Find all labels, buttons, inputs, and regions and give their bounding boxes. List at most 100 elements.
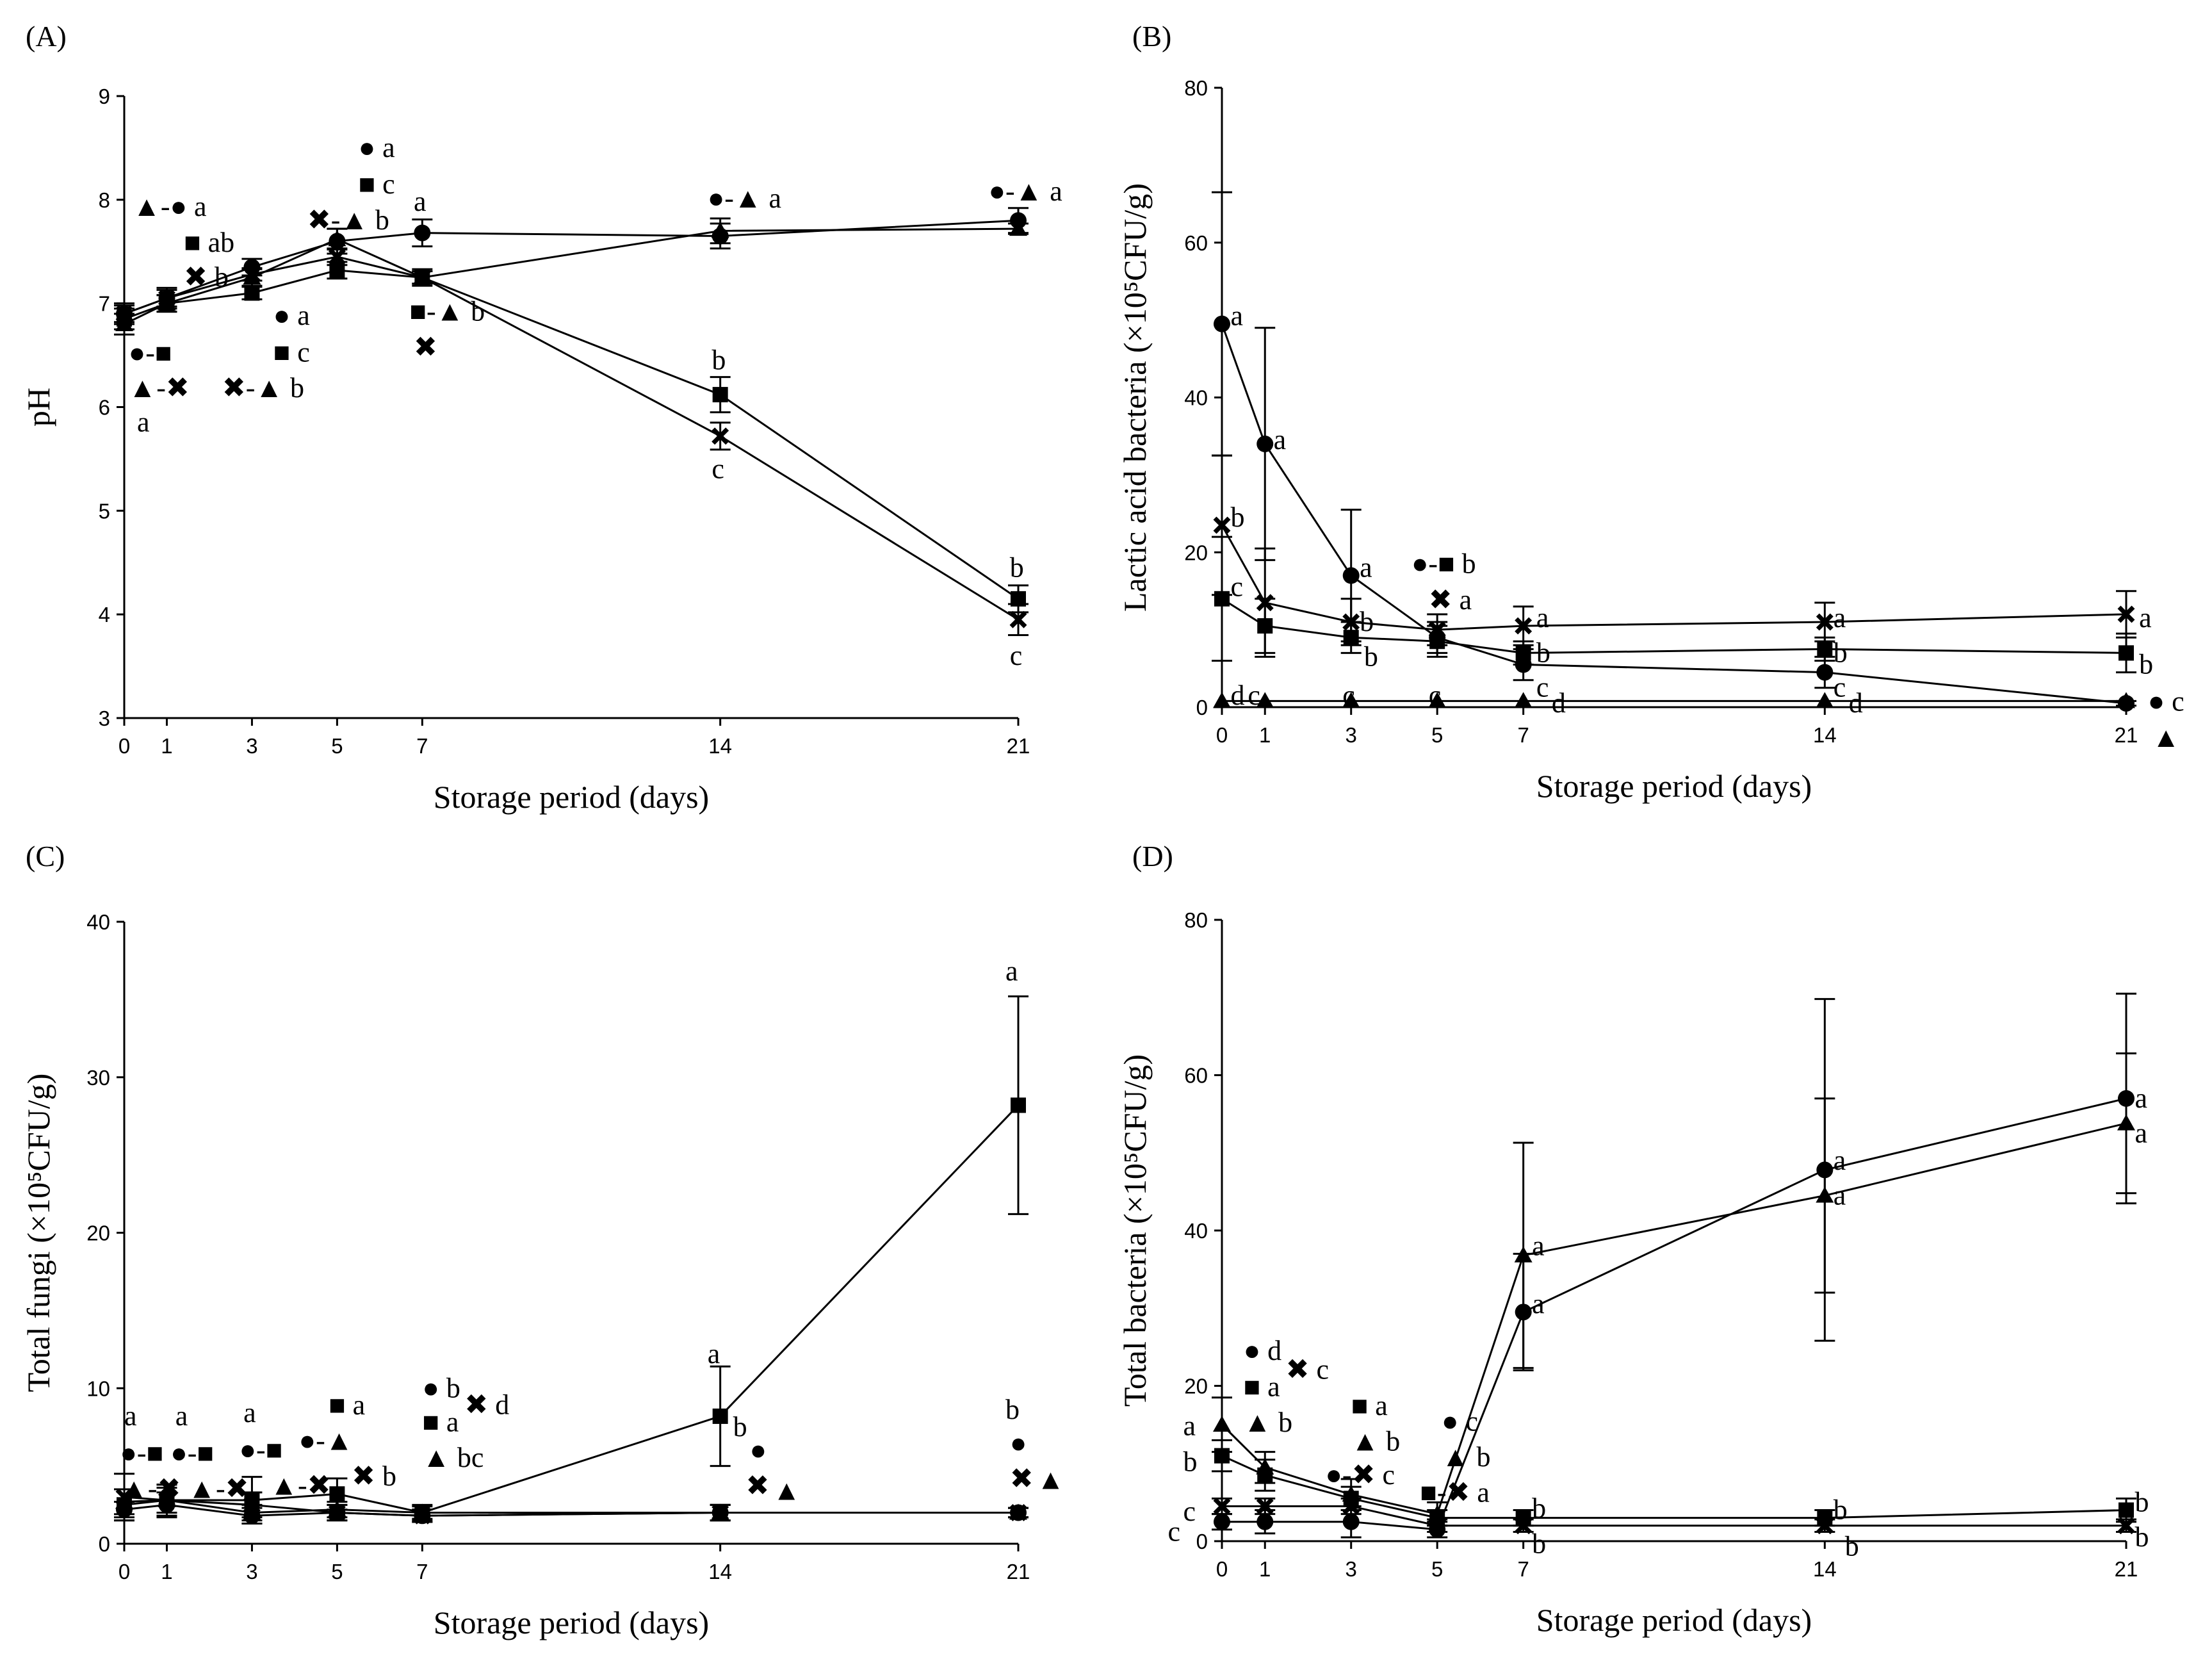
- significance-label: ■-▲ b: [409, 296, 485, 327]
- significance-label: b: [1010, 552, 1024, 583]
- significance-label: b: [1532, 1528, 1546, 1560]
- significance-label: ■ a: [1351, 1390, 1388, 1421]
- x-tick-label: 7: [1517, 723, 1529, 747]
- significance-label: a: [1183, 1410, 1196, 1442]
- y-axis-title: Lactic acid bacteria (×10⁵CFU/g): [1117, 183, 1153, 612]
- series-circle: [1212, 992, 2136, 1539]
- significance-label: b: [1536, 637, 1550, 668]
- x-tick-label: 3: [246, 734, 257, 758]
- x-tick-label: 14: [1813, 1557, 1837, 1581]
- data-point-triangle: [1816, 1186, 1834, 1203]
- y-tick-label: 0: [1196, 1530, 1208, 1553]
- significance-label: b: [2139, 649, 2153, 680]
- x-tick-label: 1: [161, 734, 172, 758]
- data-point-circle: [1214, 315, 1230, 332]
- y-tick-label: 7: [99, 292, 110, 316]
- y-axis-title: Total bacteria (×10⁵CFU/g): [1117, 1054, 1153, 1407]
- x-tick-label: 14: [708, 734, 732, 758]
- significance-label: ● a: [273, 300, 310, 331]
- significance-label: a: [1360, 552, 1372, 583]
- x-tick-label: 1: [1259, 1557, 1271, 1581]
- significance-label: d: [1849, 687, 1863, 719]
- data-point-cross: [1428, 621, 1446, 639]
- significance-label: ■ c: [273, 336, 310, 368]
- significance-label: ▲-✖ ▲-✖: [120, 1473, 248, 1504]
- data-point-square: [329, 1486, 345, 1502]
- x-tick-label: 7: [416, 734, 428, 758]
- x-tick-label: 0: [118, 1560, 130, 1583]
- significance-label: ▲-✖: [129, 372, 190, 404]
- significance-label: b: [1183, 1446, 1197, 1477]
- data-point-cross: [1816, 1517, 1834, 1535]
- x-tick-label: 0: [118, 734, 130, 758]
- significance-label: ●: [1010, 1427, 1027, 1459]
- x-tick-label: 5: [331, 734, 343, 758]
- series-triangle: [1212, 1052, 2136, 1527]
- data-point-circle: [414, 224, 431, 241]
- data-point-triangle: [711, 222, 729, 238]
- series-line: [124, 269, 1019, 600]
- significance-label: a: [1274, 424, 1287, 455]
- x-tick-label: 14: [1813, 723, 1837, 747]
- significance-label: a: [2135, 1083, 2147, 1114]
- y-tick-label: 80: [1184, 76, 1208, 100]
- data-point-cross: [1342, 613, 1360, 631]
- x-tick-label: 7: [416, 1560, 428, 1583]
- significance-label: ▲: [2152, 722, 2180, 753]
- y-tick-label: 0: [1196, 696, 1208, 719]
- data-point-cross: [1213, 1497, 1231, 1515]
- data-point-cross: [158, 290, 175, 307]
- significance-label: a: [2135, 1117, 2147, 1149]
- significance-label: ▲ b: [1244, 1407, 1293, 1438]
- panel-c: (C) 0 10 20 30 40 0 1 3 5 7 14 21 Storage period (day…: [20, 840, 1064, 1640]
- significance-label: c: [1010, 640, 1023, 671]
- significance-label: ▲: [1037, 1464, 1065, 1495]
- significance-label: a: [1005, 956, 1018, 987]
- y-tick-label: 10: [86, 1377, 110, 1400]
- data-point-cross: [1256, 1497, 1274, 1515]
- series-cross: [1212, 454, 2136, 658]
- significance-label: ▲: [773, 1475, 801, 1506]
- significance-label: c: [1429, 680, 1442, 711]
- significance-label: b: [1360, 606, 1374, 637]
- data-point-triangle: [1256, 692, 1274, 708]
- data-point-triangle: [1256, 1458, 1274, 1475]
- significance-label: ● c: [1442, 1405, 1478, 1437]
- significance-label: b: [2135, 1521, 2149, 1553]
- data-point-circle: [1816, 664, 1834, 681]
- significance-label: a: [124, 1400, 137, 1432]
- data-point-cross: [2117, 605, 2135, 623]
- significance-label: ●-■: [129, 337, 172, 368]
- data-point-circle: [1342, 1513, 1360, 1530]
- data-point-triangle: [2117, 1114, 2135, 1131]
- x-tick-label: 21: [2115, 723, 2138, 747]
- significance-label: a: [708, 1338, 720, 1370]
- x-axis-title: Storage period (days): [434, 779, 709, 815]
- data-point-triangle: [328, 230, 346, 247]
- x-tick-label: 3: [1346, 1557, 1357, 1581]
- significance-label: c: [712, 454, 724, 485]
- significance-label: ■ a: [1244, 1371, 1280, 1403]
- panel-d: (D) 0 20 40 60 80 0 1 3 5 7 14 21 Storage period (day…: [1117, 840, 2149, 1638]
- x-tick-label: 5: [1431, 723, 1443, 747]
- significance-label: c: [1183, 1496, 1196, 1527]
- significance-label: ●-■ ●-■: [120, 1437, 214, 1469]
- significance-label: a: [1834, 1145, 1846, 1176]
- significance-label: ▲-✖: [270, 1470, 330, 1501]
- significance-label: ● b: [422, 1372, 460, 1403]
- x-tick-label: 21: [1007, 1560, 1030, 1583]
- significance-label: b: [1364, 641, 1378, 672]
- data-point-cross: [1213, 516, 1231, 534]
- data-point-cross: [712, 1503, 729, 1521]
- y-tick-label: 30: [86, 1066, 110, 1090]
- significance-label: ● c: [2148, 685, 2184, 717]
- x-tick-label: 21: [1007, 734, 1030, 758]
- significance-label: c: [1167, 1516, 1180, 1547]
- significance-label: ● a: [359, 132, 395, 163]
- x-tick-label: 1: [1259, 723, 1271, 747]
- x-axis-title: Storage period (days): [1536, 768, 1812, 804]
- y-tick-label: 20: [1184, 1375, 1208, 1398]
